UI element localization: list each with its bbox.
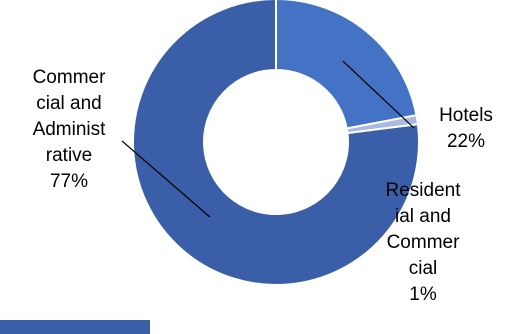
slice-label-hotels: Hotels 22% xyxy=(426,103,506,155)
label-line: Commer xyxy=(386,232,460,253)
slice-residential-commercial xyxy=(345,114,419,135)
slice-label-commercial-administrative: Commer cial and Administ rative 77% xyxy=(18,65,120,195)
label-line: ial and xyxy=(395,206,451,227)
label-line: cial and xyxy=(36,93,102,114)
label-percent: 22% xyxy=(446,131,486,152)
slice-label-residential-commercial: Resident ial and Commer cial 1% xyxy=(368,178,478,308)
label-line: cial xyxy=(408,258,438,279)
label-line: Resident xyxy=(385,180,461,201)
label-percent: 1% xyxy=(409,284,437,305)
label-line: Commer xyxy=(32,67,106,88)
label-line: Hotels xyxy=(439,105,493,126)
leader-line xyxy=(121,140,211,218)
decorative-strip xyxy=(0,320,150,334)
leader-line xyxy=(342,60,415,129)
label-line: Administ xyxy=(32,119,106,140)
label-percent: 77% xyxy=(49,171,89,192)
slice-commercial-administrative xyxy=(132,0,420,286)
label-line: rative xyxy=(45,145,93,166)
